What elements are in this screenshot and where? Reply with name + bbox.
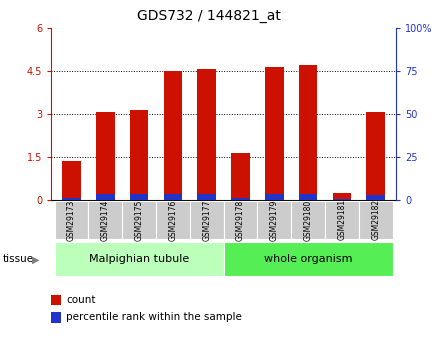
- Bar: [122, 201, 156, 239]
- Bar: [96, 112, 114, 200]
- Text: Malpighian tubule: Malpighian tubule: [89, 254, 189, 264]
- Bar: [55, 201, 89, 239]
- Bar: [89, 201, 122, 239]
- Bar: [257, 201, 291, 239]
- Bar: [359, 201, 392, 239]
- Bar: [190, 201, 224, 239]
- Bar: [96, 194, 114, 200]
- Bar: [333, 199, 351, 200]
- Text: GSM29177: GSM29177: [202, 199, 211, 240]
- Text: GSM29180: GSM29180: [303, 199, 313, 240]
- Text: GSM29179: GSM29179: [270, 199, 279, 240]
- Text: count: count: [66, 295, 96, 305]
- Text: tissue: tissue: [2, 255, 33, 264]
- Bar: [367, 112, 385, 200]
- Text: GSM29178: GSM29178: [236, 199, 245, 240]
- Text: GSM29175: GSM29175: [134, 199, 144, 240]
- Bar: [164, 194, 182, 200]
- Text: GSM29182: GSM29182: [371, 199, 380, 240]
- Bar: [299, 65, 317, 200]
- Text: GSM29176: GSM29176: [168, 199, 178, 240]
- Bar: [198, 69, 216, 200]
- Text: ▶: ▶: [32, 255, 40, 264]
- Bar: [265, 194, 283, 200]
- Bar: [265, 67, 283, 200]
- Text: GSM29173: GSM29173: [67, 199, 76, 240]
- Bar: [224, 241, 392, 276]
- Bar: [333, 193, 351, 200]
- Bar: [130, 194, 148, 200]
- Bar: [224, 201, 257, 239]
- Text: GSM29181: GSM29181: [337, 199, 347, 240]
- Text: percentile rank within the sample: percentile rank within the sample: [66, 313, 242, 322]
- Bar: [325, 201, 359, 239]
- Bar: [62, 161, 81, 200]
- Bar: [231, 198, 250, 200]
- Bar: [164, 71, 182, 200]
- Bar: [367, 195, 385, 200]
- Text: GSM29174: GSM29174: [101, 199, 110, 240]
- Text: GDS732 / 144821_at: GDS732 / 144821_at: [137, 9, 281, 23]
- Bar: [198, 194, 216, 200]
- Bar: [130, 110, 148, 200]
- Text: whole organism: whole organism: [264, 254, 352, 264]
- Bar: [156, 201, 190, 239]
- Bar: [299, 194, 317, 200]
- Bar: [231, 152, 250, 200]
- Bar: [55, 241, 224, 276]
- Bar: [291, 201, 325, 239]
- Bar: [62, 198, 81, 200]
